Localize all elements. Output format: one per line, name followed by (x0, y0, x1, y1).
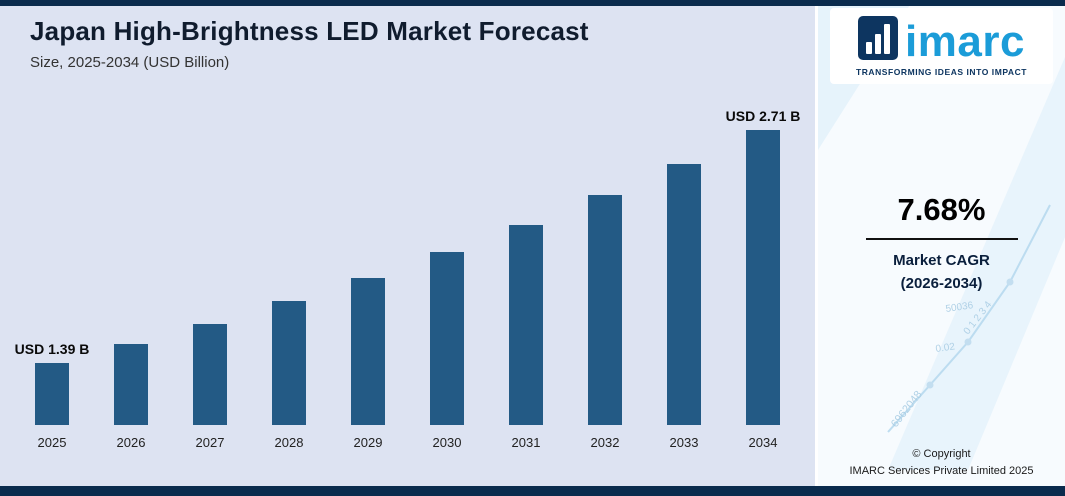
watermark-number: 0.02 (935, 341, 956, 355)
cagr-divider-line (865, 238, 1018, 240)
bar-column-2033 (654, 96, 714, 425)
bar-2034 (746, 130, 780, 425)
imarc-logo-card: imarc TRANSFORMING IDEAS INTO IMPACT (830, 8, 1053, 84)
x-tick-2031: 2031 (511, 435, 541, 450)
watermark-number: 50036 (945, 300, 975, 315)
x-tick-2030: 2030 (432, 435, 462, 450)
bar-column-2032 (575, 96, 635, 425)
bar-column-2025: USD 1.39 B (15, 96, 89, 425)
copyright-line2: IMARC Services Private Limited 2025 (849, 464, 1034, 477)
bar-2025 (35, 363, 69, 425)
bar-2030 (430, 252, 464, 425)
copyright-note: © Copyright IMARC Services Private Limit… (818, 446, 1065, 480)
cagr-block: 7.68% Market CAGR (2026-2034) (818, 192, 1065, 295)
watermark-number: 6962048 (889, 389, 925, 430)
bar-2028 (272, 301, 306, 425)
bar-2032 (588, 195, 622, 425)
bottom-navy-band (0, 486, 1065, 496)
imarc-bars-icon (858, 16, 899, 60)
x-tick-2029: 2029 (353, 435, 383, 450)
bar-2027 (193, 324, 227, 425)
x-tick-2027: 2027 (195, 435, 225, 450)
x-tick-2026: 2026 (116, 435, 146, 450)
page-title: Japan High-Brightness LED Market Forecas… (30, 16, 589, 46)
bar-plot: USD 1.39 B USD 2.71 B (15, 96, 800, 425)
cagr-value: 7.68% (897, 192, 986, 227)
bar-column-2034: USD 2.71 B (726, 96, 800, 425)
x-tick-2032: 2032 (590, 435, 620, 450)
watermark-number: 0 1 2 3 4 (962, 299, 995, 337)
bar-column-2031 (496, 96, 556, 425)
bar-2029 (351, 278, 385, 425)
bar-2031 (509, 225, 543, 425)
bar-column-2027 (180, 96, 240, 425)
x-tick-2025: 2025 (37, 435, 67, 450)
copyright-line1: © Copyright (912, 447, 971, 460)
imarc-logo-text: imarc (905, 16, 1025, 66)
x-tick-2028: 2028 (274, 435, 304, 450)
bar-column-2026 (101, 96, 161, 425)
bar-column-2028 (259, 96, 319, 425)
bar-column-2029 (338, 96, 398, 425)
bar-value-label-2034: USD 2.71 B (725, 108, 801, 124)
page-subtitle: Size, 2025-2034 (USD Billion) (30, 54, 230, 71)
bar-2033 (667, 164, 701, 425)
x-axis-labels: 2025 2026 2027 2028 2029 2030 2031 2032 2033 2034 (22, 435, 793, 450)
imarc-tagline: TRANSFORMING IDEAS INTO IMPACT (855, 67, 1028, 77)
bar-2026 (114, 344, 148, 425)
bar-column-2030 (417, 96, 477, 425)
cagr-label-line1: Market CAGR (893, 252, 990, 269)
top-navy-band (0, 0, 1065, 6)
chart-area: Japan High-Brightness LED Market Forecas… (0, 0, 815, 496)
imarc-logo: imarc (836, 16, 1047, 66)
x-tick-2034: 2034 (748, 435, 778, 450)
cagr-label-line2: (2026-2034) (900, 274, 983, 292)
side-panel: 6962048 50036 0.02 0 1 2 3 4 imarc TRANS… (815, 0, 1065, 496)
x-tick-2033: 2033 (669, 435, 699, 450)
bar-value-label-2025: USD 1.39 B (14, 341, 90, 357)
